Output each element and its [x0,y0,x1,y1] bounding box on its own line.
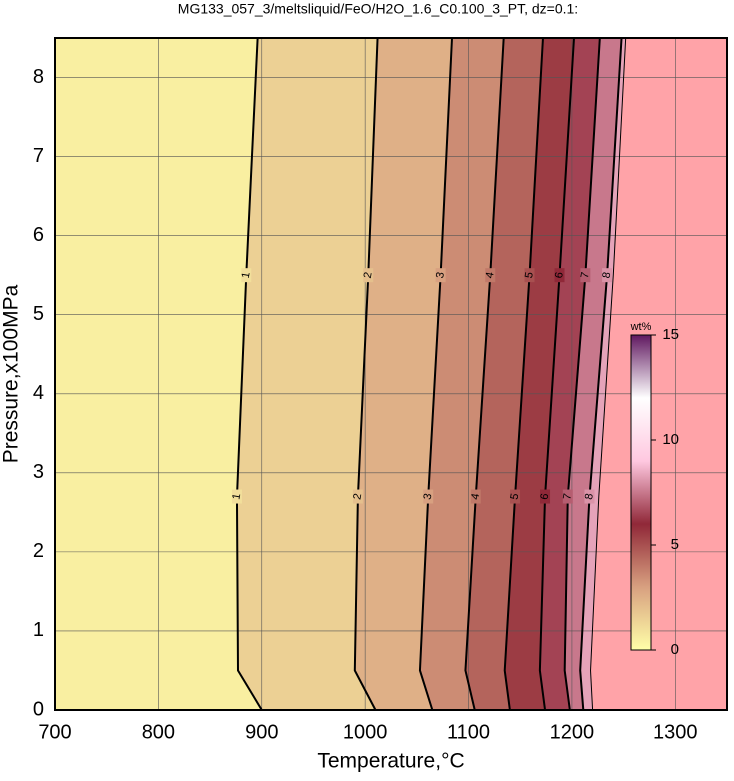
contour-label: 1 [230,492,243,500]
x-tick-label: 1300 [653,721,698,743]
contour-label-bg [435,268,446,283]
colorbar-tick-label: 15 [662,326,679,343]
contour-label: 2 [362,271,375,279]
contour-label: 4 [469,492,482,500]
contour-label-bg [602,268,613,283]
contour-label-bg [540,489,551,504]
contour-label: 4 [484,271,497,279]
y-tick-label: 3 [33,461,44,483]
contour-label-bg [584,489,595,504]
x-tick-label: 1100 [447,721,490,743]
contour-label-bg [352,489,363,504]
contour-label: 5 [509,492,522,500]
x-tick-label: 800 [142,721,175,743]
colorbar-label: wt% [630,321,652,333]
contour-label: 7 [561,492,574,500]
contour-label: 7 [579,271,592,279]
chart-title: MG133_057_3/meltsliquid/FeO/H2O_1.6_C0.1… [178,1,578,17]
contour-label-bg [241,268,252,283]
contour-label: 3 [434,271,447,279]
contour-label: 3 [422,492,435,500]
contour-label: 8 [583,492,596,500]
y-tick-label: 6 [33,224,44,246]
contour-label: 5 [523,271,536,279]
contour-label: 6 [539,492,552,500]
plot-frame [54,37,728,711]
x-tick-label: 1000 [343,721,388,743]
y-tick-label: 0 [33,698,44,720]
contour-label: 1 [240,271,253,279]
contour-label-bg [423,489,434,504]
contour-label-bg [510,489,521,504]
contour-label: 6 [553,271,566,279]
x-axis-title: Temperature,°C [317,750,464,773]
contour-label-bg [485,268,496,283]
contour-label-bg [554,268,565,283]
colorbar-tick-label: 0 [671,641,679,658]
x-tick-label: 700 [38,721,71,743]
contour-label: 2 [351,492,364,500]
y-tick-label: 1 [33,619,44,641]
contour-label: 8 [601,271,614,279]
contour-label-bg [580,268,591,283]
colorbar-tick-label: 5 [671,536,679,553]
contour-label-bg [363,268,374,283]
y-axis-title: Pressure,x100MPa [0,284,23,463]
y-tick-label: 8 [33,66,44,88]
contour-label-bg [562,489,573,504]
contour-label-bg [470,489,481,504]
x-tick-label: 900 [245,721,278,743]
contour-label-bg [231,489,242,504]
y-tick-label: 5 [33,303,44,325]
y-tick-label: 2 [33,540,44,562]
y-tick-label: 4 [33,382,44,404]
y-tick-label: 7 [33,145,44,167]
colorbar-tick-label: 10 [662,431,679,448]
contour-label-bg [524,268,535,283]
liquidus-line [590,37,627,711]
x-tick-label: 1200 [550,721,595,743]
colorbar [630,334,652,651]
